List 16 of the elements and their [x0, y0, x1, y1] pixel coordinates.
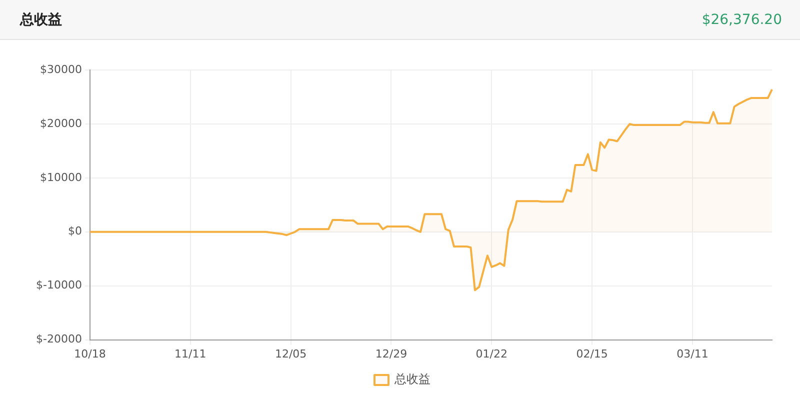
- chart-subtitle: $26,376.20: [702, 12, 782, 28]
- y-tick-label: $30000: [40, 62, 82, 76]
- chart-title: 总收益: [20, 10, 62, 28]
- x-tick-label: 12/29: [375, 347, 408, 360]
- y-tick-label: $0: [68, 224, 82, 238]
- legend-label: 总收益: [394, 372, 430, 386]
- y-tick-label: $-10000: [36, 278, 82, 292]
- y-tick-label: $10000: [40, 170, 82, 184]
- x-tick-label: 03/11: [676, 347, 708, 360]
- y-tick-label: $-20000: [36, 332, 82, 346]
- x-tick-label: 01/22: [476, 347, 508, 360]
- x-tick-label: 10/18: [74, 347, 106, 360]
- x-tick-label: 11/11: [174, 347, 206, 360]
- x-tick-label: 12/05: [274, 347, 307, 360]
- y-tick-label: $20000: [40, 116, 82, 130]
- x-tick-label: 02/15: [576, 347, 608, 360]
